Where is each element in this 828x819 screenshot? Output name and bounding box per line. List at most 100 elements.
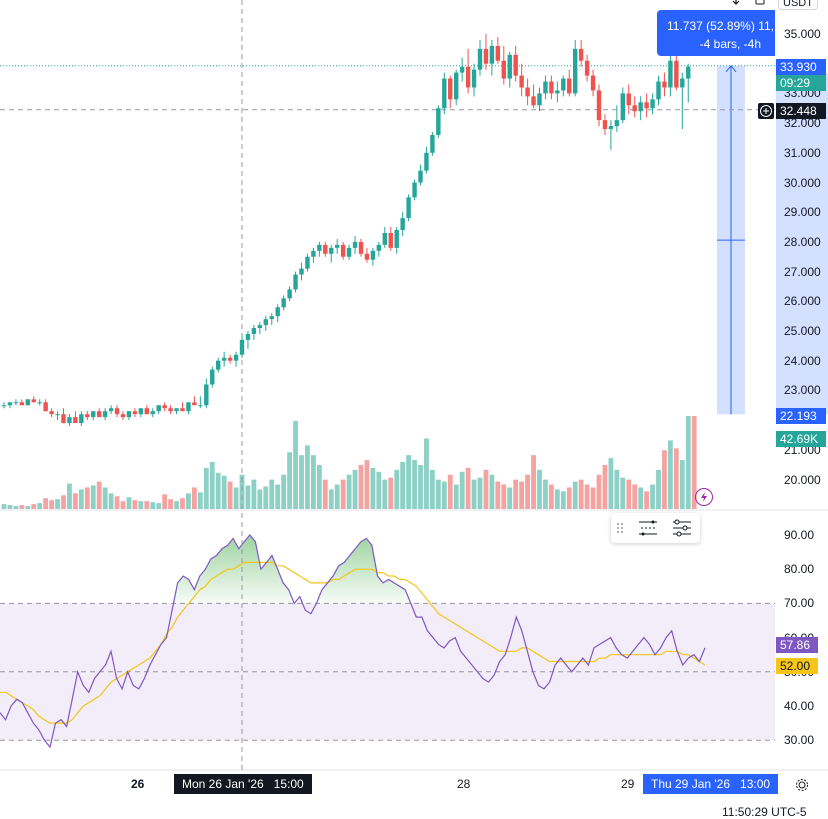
rsi-tick: 90.00 bbox=[784, 528, 815, 542]
candle-body bbox=[91, 411, 96, 418]
candle-body bbox=[49, 411, 54, 415]
candle-body bbox=[614, 120, 620, 127]
volume-bar bbox=[560, 491, 566, 509]
volume-bar bbox=[572, 481, 578, 509]
candle-body bbox=[67, 417, 72, 424]
volume-bar bbox=[477, 477, 483, 509]
candle-body bbox=[602, 120, 608, 130]
candle-body bbox=[317, 244, 322, 251]
volume-bar bbox=[120, 501, 126, 509]
volume-bar bbox=[483, 469, 489, 509]
candle-body bbox=[329, 247, 334, 254]
candle-body bbox=[412, 182, 417, 198]
lightning-button[interactable] bbox=[695, 488, 713, 506]
measure-low-label: 22.193 bbox=[776, 408, 826, 424]
volume-bar bbox=[543, 479, 548, 509]
volume-bar bbox=[614, 469, 620, 509]
time-label-29: 29 bbox=[621, 777, 635, 791]
volume-bar bbox=[180, 498, 185, 509]
candle-body bbox=[227, 357, 233, 361]
volume-bar bbox=[192, 487, 197, 509]
currency-selector[interactable]: USDT bbox=[778, 0, 818, 10]
price-tick: 24.000 bbox=[784, 353, 821, 368]
volume-bar bbox=[311, 455, 316, 509]
rsi-ma-line bbox=[0, 561, 706, 724]
volume-bar bbox=[263, 486, 269, 509]
candle-body bbox=[97, 411, 102, 418]
candle-body bbox=[495, 45, 501, 61]
candle-body bbox=[19, 402, 25, 406]
candle-body bbox=[61, 414, 66, 424]
volume-bar bbox=[424, 438, 429, 509]
lightning-icon bbox=[701, 492, 707, 502]
volume-bar bbox=[382, 479, 388, 509]
pane-settings-button[interactable] bbox=[669, 517, 695, 539]
candle-body bbox=[346, 247, 352, 257]
candle-body bbox=[198, 405, 203, 407]
collapse-pane-icon bbox=[639, 520, 657, 536]
volume-bar bbox=[394, 469, 400, 509]
rsi-value-label: 57.86 bbox=[776, 637, 818, 653]
crosshair-time-label: Mon 26 Jan '26 15:00 bbox=[174, 774, 312, 794]
candle-body bbox=[555, 90, 560, 94]
volume-bar bbox=[418, 464, 423, 509]
candle-body bbox=[471, 69, 477, 88]
candle-body bbox=[221, 357, 227, 361]
candle-body bbox=[454, 72, 459, 100]
add-alert-button[interactable] bbox=[758, 103, 774, 119]
candle-body bbox=[388, 232, 393, 248]
candle-body bbox=[293, 274, 298, 290]
rsi-tick: 80.00 bbox=[784, 562, 815, 577]
rsi-tick: 30.00 bbox=[784, 733, 815, 748]
candle-body bbox=[269, 316, 274, 320]
collapse-pane-button[interactable] bbox=[635, 517, 661, 539]
candle-body bbox=[150, 411, 155, 415]
drag-handle[interactable] bbox=[615, 520, 625, 536]
measure-tooltip-bars: -4 bars, -4h bbox=[699, 37, 761, 51]
candle-body bbox=[263, 319, 268, 326]
collapse-button[interactable] bbox=[728, 0, 744, 8]
volume-bar bbox=[102, 487, 108, 509]
candle-body bbox=[590, 75, 596, 91]
volume-bar bbox=[269, 479, 275, 509]
candle-body bbox=[245, 333, 251, 340]
clock-label: 11:50:29 UTC-5 bbox=[722, 805, 807, 819]
candle-body bbox=[382, 232, 387, 245]
candle-body bbox=[394, 230, 399, 248]
volume-bar bbox=[334, 484, 340, 509]
rsi-line bbox=[0, 534, 706, 749]
volume-bar bbox=[453, 484, 459, 509]
highlight-time-label: Thu 29 Jan '26 13:00 bbox=[643, 774, 779, 794]
candle-body bbox=[686, 66, 691, 79]
volume-bar bbox=[144, 501, 150, 509]
candle-body bbox=[287, 289, 292, 299]
volume-bar bbox=[287, 452, 292, 509]
screenshot-button[interactable] bbox=[752, 0, 768, 8]
candle-body bbox=[114, 408, 120, 415]
volume-bar bbox=[620, 477, 626, 509]
candle-body bbox=[174, 408, 179, 412]
candle-body bbox=[507, 54, 512, 79]
candle-body bbox=[668, 60, 673, 88]
currency-label: USDT bbox=[783, 0, 813, 9]
volume-bar bbox=[316, 464, 322, 509]
measure-axis-band bbox=[776, 73, 828, 415]
volume-bar bbox=[186, 493, 191, 509]
candle-body bbox=[662, 81, 667, 88]
volume-bar bbox=[61, 495, 66, 509]
candle-body bbox=[192, 402, 197, 406]
volume-bar bbox=[43, 498, 49, 509]
candle-body bbox=[13, 402, 19, 404]
candle-body bbox=[55, 414, 60, 416]
price-tick: 26.000 bbox=[784, 294, 821, 309]
candle-body bbox=[531, 96, 536, 106]
candle-body bbox=[364, 253, 370, 260]
volume-bar bbox=[227, 481, 233, 509]
volume-bar bbox=[67, 483, 72, 509]
candle-body bbox=[549, 81, 554, 94]
volume-bar bbox=[364, 460, 370, 509]
chart-settings-button[interactable] bbox=[794, 777, 810, 793]
volume-bar bbox=[691, 416, 697, 509]
volume-bar bbox=[590, 487, 596, 509]
